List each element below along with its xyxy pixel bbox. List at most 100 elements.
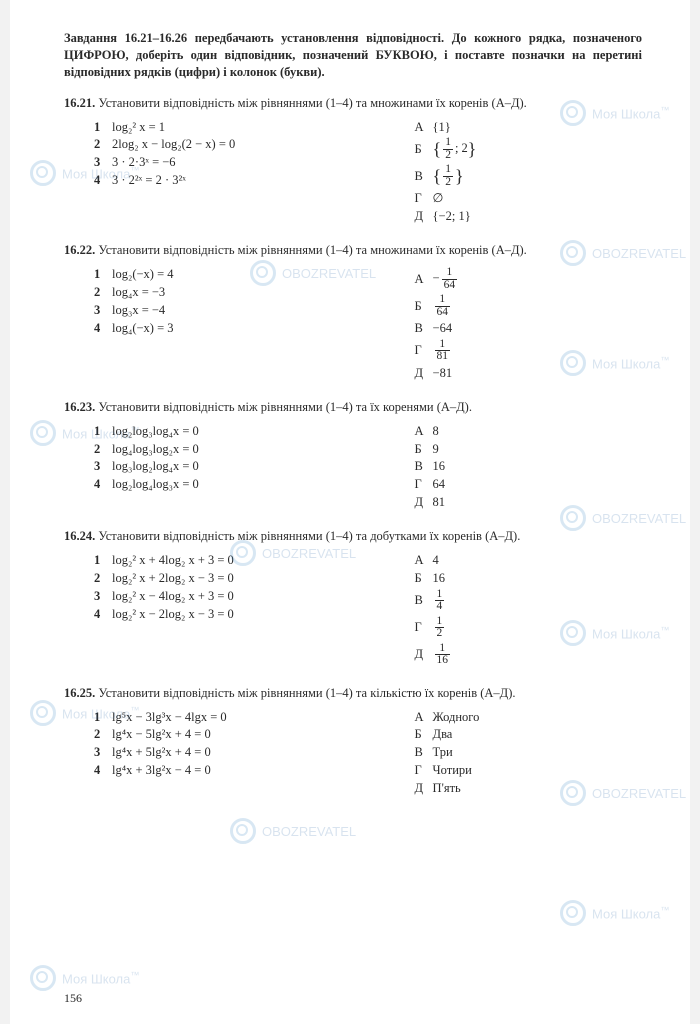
answers-right: А −164 Б 164 В−64 Г 181 Д−81 [395, 265, 692, 383]
eq: log₂log₄log₃x = 0 [112, 476, 199, 493]
ans: −81 [433, 365, 453, 382]
answers-right: А{1} Б {12; 2} В {12} Г∅ Д{−2; 1} [395, 118, 692, 227]
problem-text: Установити відповідність між рівняннями … [98, 243, 526, 257]
eq-num: 3 [94, 588, 112, 605]
eq-num: 3 [94, 744, 112, 761]
ans: 16 [433, 570, 446, 587]
eq-num: 1 [94, 119, 112, 136]
ans: 81 [433, 494, 446, 511]
ans-letter: Б [415, 570, 433, 587]
eq-num: 1 [94, 266, 112, 283]
ans-letter: В [415, 592, 433, 609]
ans-letter: Б [415, 298, 433, 315]
ans: 164 [433, 293, 453, 319]
problem-text: Установити відповідність між рівняннями … [98, 96, 526, 110]
eq: log₄x = −3 [112, 284, 165, 301]
ans: 4 [433, 552, 439, 569]
answers-right: А8 Б9 В16 Г64 Д81 [395, 422, 692, 512]
eq: lg⁴x − 5lg²x + 4 = 0 [112, 726, 211, 743]
instructions: Завдання 16.21–16.26 передбачають устано… [64, 30, 642, 81]
eq-num: 1 [94, 552, 112, 569]
ans: {1} [433, 119, 451, 136]
eq: log₄log₃log₂x = 0 [112, 441, 199, 458]
ans-letter: Г [415, 342, 433, 359]
ans: ∅ [433, 190, 444, 207]
problem-number: 16.21. [64, 96, 95, 110]
eq-num: 4 [94, 606, 112, 623]
eq-num: 2 [94, 570, 112, 587]
problem-title: 16.22. Установити відповідність між рівн… [64, 242, 642, 259]
ans-letter: Г [415, 190, 433, 207]
eq: log₂² x − 4log₂ x + 3 = 0 [112, 588, 234, 605]
eq-num: 1 [94, 423, 112, 440]
problem-title: 16.24. Установити відповідність між рівн… [64, 528, 642, 545]
eq: log₂² x − 2log₂ x − 3 = 0 [112, 606, 234, 623]
ans: 181 [433, 338, 453, 364]
eq-num: 3 [94, 154, 112, 171]
ans-letter: А [415, 271, 433, 288]
eq-num: 2 [94, 284, 112, 301]
ans-letter: В [415, 744, 433, 761]
ans: {−2; 1} [433, 208, 471, 225]
ans: 116 [433, 642, 453, 668]
problem-title: 16.21. Установити відповідність між рівн… [64, 95, 642, 112]
ans-letter: Г [415, 619, 433, 636]
ans: 14 [433, 588, 447, 614]
answers-right: А4 Б16 В 14 Г 12 Д 116 [395, 551, 692, 669]
ans: {12; 2} [433, 136, 477, 162]
page: Завдання 16.21–16.26 передбачають устано… [10, 0, 690, 1024]
ans-letter: А [415, 423, 433, 440]
equations-left: 1log₂² x = 1 22log₂ x − log₂(2 − x) = 0 … [64, 118, 395, 227]
ans: 64 [433, 476, 446, 493]
eq-num: 4 [94, 172, 112, 189]
problem-title: 16.23. Установити відповідність між рівн… [64, 399, 642, 416]
eq: log₂² x + 2log₂ x − 3 = 0 [112, 570, 234, 587]
eq: lg⁴x + 5lg²x + 4 = 0 [112, 744, 211, 761]
eq: log₂² x = 1 [112, 119, 165, 136]
eq: log₃log₂log₄x = 0 [112, 458, 199, 475]
eq-num: 2 [94, 441, 112, 458]
eq-num: 3 [94, 458, 112, 475]
eq: lg⁴x + 3lg²x − 4 = 0 [112, 762, 211, 779]
problem-16-22: 16.22. Установити відповідність між рівн… [64, 242, 642, 383]
ans-letter: Б [415, 141, 433, 158]
ans: Жодного [433, 709, 480, 726]
eq: 2log₂ x − log₂(2 − x) = 0 [112, 136, 235, 153]
eq: 3 · 2·3ˣ = −6 [112, 154, 176, 171]
ans-letter: Д [415, 646, 433, 663]
problem-number: 16.22. [64, 243, 95, 257]
ans: Три [433, 744, 453, 761]
page-number: 156 [64, 990, 82, 1006]
problem-number: 16.25. [64, 686, 95, 700]
problem-number: 16.23. [64, 400, 95, 414]
eq: log₂(−x) = 4 [112, 266, 174, 283]
ans-letter: Д [415, 365, 433, 382]
ans-letter: В [415, 458, 433, 475]
ans-letter: Б [415, 726, 433, 743]
problem-title: 16.25. Установити відповідність між рівн… [64, 685, 642, 702]
ans: 12 [433, 615, 447, 641]
equations-left: 1lg⁵x − 3lg³x − 4lgx = 0 2lg⁴x − 5lg²x +… [64, 708, 395, 798]
ans-letter: Б [415, 441, 433, 458]
problem-text: Установити відповідність між рівняннями … [98, 400, 472, 414]
ans: 9 [433, 441, 439, 458]
problem-16-21: 16.21. Установити відповідність між рівн… [64, 95, 642, 227]
ans-letter: Д [415, 780, 433, 797]
eq-num: 2 [94, 726, 112, 743]
ans-letter: Д [415, 208, 433, 225]
ans-letter: А [415, 552, 433, 569]
ans-letter: В [415, 168, 433, 185]
eq-num: 2 [94, 136, 112, 153]
eq: log₂log₃log₄x = 0 [112, 423, 199, 440]
eq-num: 4 [94, 320, 112, 337]
equations-left: 1log₂(−x) = 4 2log₄x = −3 3log₃x = −4 4l… [64, 265, 395, 383]
ans: 8 [433, 423, 439, 440]
problem-number: 16.24. [64, 529, 95, 543]
ans-letter: Г [415, 762, 433, 779]
answers-right: АЖодного БДва ВТри ГЧотири ДП'ять [395, 708, 692, 798]
ans: Два [433, 726, 453, 743]
ans-letter: А [415, 119, 433, 136]
problem-16-23: 16.23. Установити відповідність між рівн… [64, 399, 642, 512]
eq: log₄(−x) = 3 [112, 320, 174, 337]
problem-text: Установити відповідність між рівняннями … [98, 686, 515, 700]
